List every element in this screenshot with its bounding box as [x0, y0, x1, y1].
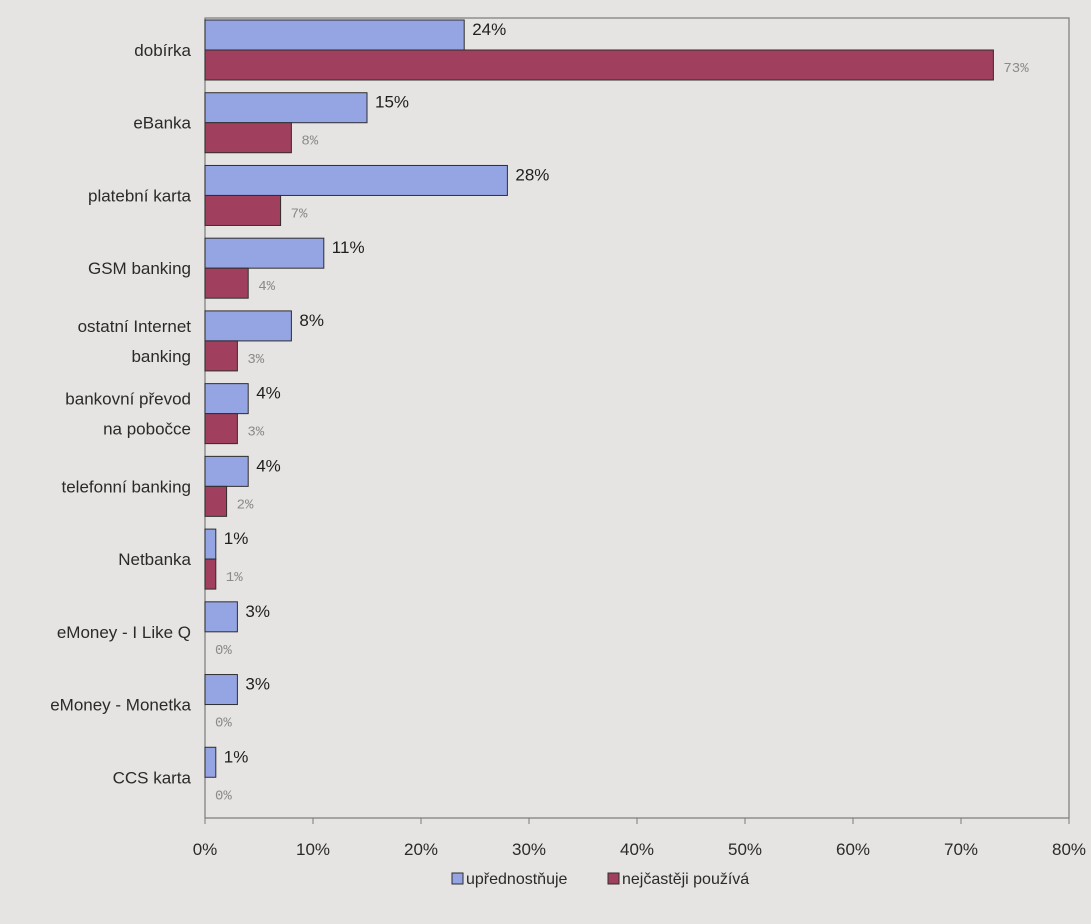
- data-label: 8%: [301, 134, 318, 150]
- category-label: platební karta: [88, 186, 192, 205]
- category-label: na pobočce: [103, 420, 191, 439]
- data-label: 0%: [215, 643, 232, 659]
- legend-swatch-s1: [451, 872, 464, 885]
- x-axis: 0% 10% 20% 30% 40% 50% 60% 70% 80%: [193, 818, 1086, 859]
- bar-s2: [204, 267, 249, 299]
- data-label: 1%: [224, 747, 249, 766]
- bar-s1: [204, 528, 217, 560]
- category-label: eMoney - Monetka: [50, 696, 191, 715]
- bar-s2: [204, 194, 282, 226]
- data-label: 0%: [215, 788, 232, 804]
- data-label: 2%: [237, 497, 254, 513]
- category-label: telefonní banking: [62, 477, 192, 496]
- legend-label-s1: upřednostňuje: [466, 871, 568, 888]
- category-labels: dobírka eBanka platební karta GSM banking os…: [50, 41, 191, 787]
- bar-s1: [204, 455, 249, 487]
- data-label: 0%: [215, 716, 232, 732]
- data-label: 15%: [375, 93, 409, 112]
- x-tick-label: 80%: [1052, 840, 1086, 859]
- legend: upřednostňuje nejčastěji používá: [451, 871, 749, 888]
- bar-s2: [204, 413, 238, 445]
- legend-label-s2: nejčastěji používá: [622, 871, 749, 888]
- bar-s2: [204, 340, 238, 372]
- bar-s1: [204, 674, 238, 706]
- legend-swatch-s2: [607, 872, 620, 885]
- data-label: 4%: [256, 384, 281, 403]
- data-label: 7%: [291, 206, 308, 222]
- bar-s1: [204, 310, 292, 342]
- category-label: bankovní převod: [65, 390, 191, 409]
- data-label: 28%: [515, 165, 549, 184]
- data-label: 1%: [226, 570, 243, 586]
- x-tick-label: 60%: [836, 840, 870, 859]
- data-label: 3%: [247, 425, 264, 441]
- data-label: 8%: [299, 311, 324, 330]
- bar-s2: [204, 122, 292, 154]
- bar-s1: [204, 19, 465, 51]
- bar-s1: [204, 746, 217, 778]
- bar-s2: [204, 485, 228, 517]
- category-label: ostatní Internet: [78, 317, 192, 336]
- category-label: eMoney - I Like Q: [57, 623, 191, 642]
- data-label: 73%: [1003, 61, 1029, 77]
- x-tick-label: 50%: [728, 840, 762, 859]
- category-label: GSM banking: [88, 259, 191, 278]
- bar-s1: [204, 164, 508, 196]
- bar-s1: [204, 383, 249, 415]
- bar-s2: [204, 49, 994, 81]
- bar-s1: [204, 601, 238, 633]
- x-tick-label: 10%: [296, 840, 330, 859]
- data-label: 24%: [472, 20, 506, 39]
- bar-s1: [204, 92, 368, 124]
- data-label: 4%: [258, 279, 275, 295]
- category-label: banking: [131, 347, 191, 366]
- data-label: 3%: [245, 602, 270, 621]
- data-label: 4%: [256, 456, 281, 475]
- category-label: dobírka: [134, 41, 191, 60]
- x-tick-label: 0%: [193, 840, 218, 859]
- category-label: eBanka: [133, 114, 191, 133]
- data-label: 11%: [332, 238, 365, 257]
- category-label: CCS karta: [113, 768, 192, 787]
- bar-s2: [204, 558, 217, 590]
- data-label: 1%: [224, 529, 249, 548]
- data-label: 3%: [247, 352, 264, 368]
- x-tick-label: 70%: [944, 840, 978, 859]
- x-tick-label: 20%: [404, 840, 438, 859]
- data-label: 3%: [245, 675, 270, 694]
- x-tick-label: 40%: [620, 840, 654, 859]
- bar-s1: [204, 237, 325, 269]
- bars: 24%73%15%8%28%7%11%4%8%3%4%3%4%2%1%1%3%0…: [204, 19, 1029, 804]
- category-label: Netbanka: [118, 550, 191, 569]
- x-tick-label: 30%: [512, 840, 546, 859]
